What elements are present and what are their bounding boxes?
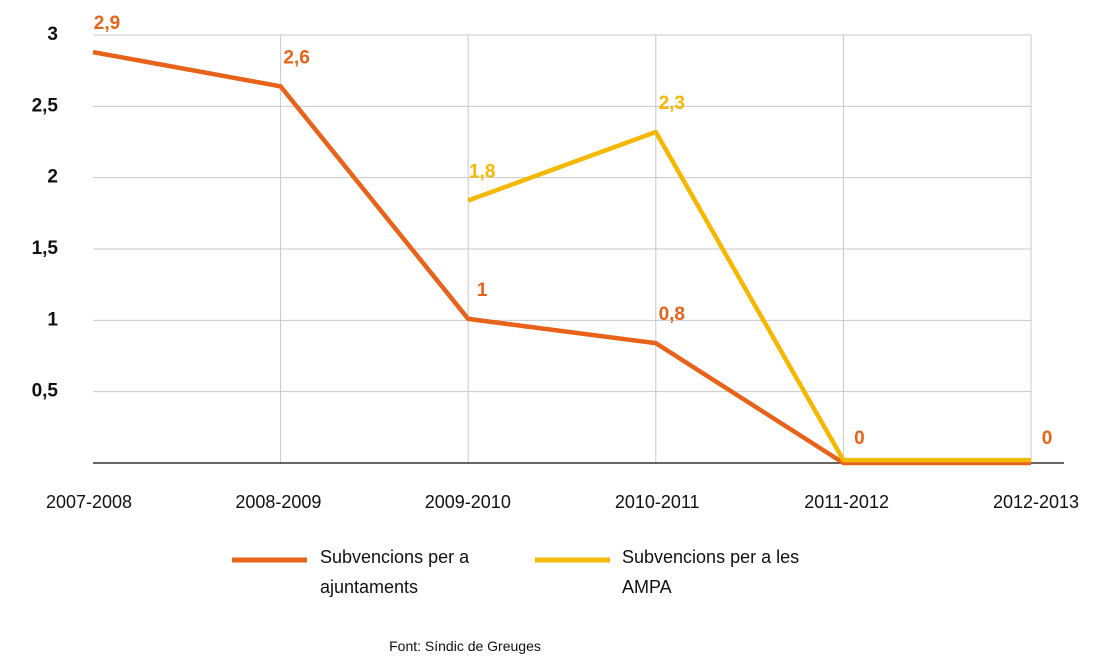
x-tick-label: 2008-2009 bbox=[235, 492, 321, 512]
data-label: 2,3 bbox=[659, 93, 685, 114]
data-label: 1 bbox=[477, 280, 488, 301]
y-tick-label: 1 bbox=[47, 309, 58, 330]
y-tick-label: 0,5 bbox=[32, 381, 59, 402]
series-line bbox=[467, 129, 1031, 463]
x-tick-label: 2012-2013 bbox=[993, 492, 1079, 512]
data-label: 2,6 bbox=[283, 47, 309, 68]
legend-label: Subvencions per a ajuntaments bbox=[320, 547, 470, 597]
data-label: 0 bbox=[854, 428, 865, 449]
source: Font: Síndic de Greuges bbox=[389, 638, 541, 654]
data-label: 0 bbox=[1042, 428, 1053, 449]
y-tick-label: 2 bbox=[47, 167, 58, 188]
data-label: 1,8 bbox=[469, 162, 495, 183]
legend-label: Subvencions per a les AMPA bbox=[622, 547, 800, 597]
x-tick-label: 2011-2012 bbox=[804, 492, 889, 512]
y-tick-label: 3 bbox=[47, 24, 58, 45]
y-tick-label: 1,5 bbox=[32, 238, 59, 259]
data-label: 2,9 bbox=[94, 13, 120, 34]
x-tick-label: 2009-2010 bbox=[425, 492, 511, 512]
series-line bbox=[92, 49, 1031, 466]
x-tick-label: 2010-2011 bbox=[615, 492, 700, 512]
y-tick-label: 2,5 bbox=[32, 95, 59, 116]
x-tick-label: 2007-2008 bbox=[46, 492, 132, 512]
data-label: 0,8 bbox=[659, 304, 685, 325]
